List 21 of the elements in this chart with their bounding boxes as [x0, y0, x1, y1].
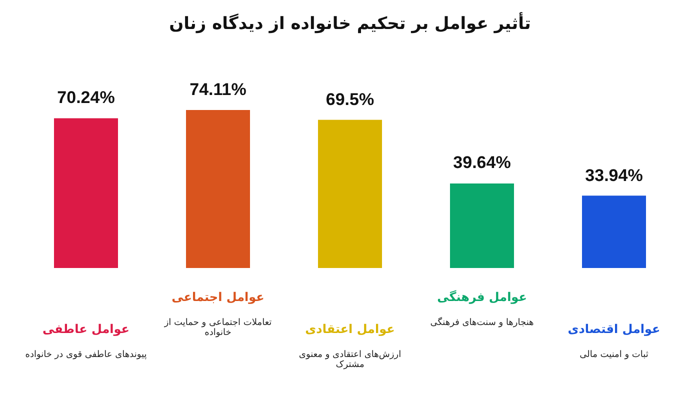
bar [582, 196, 646, 268]
chart-title: تأثیر عوامل بر تحکیم خانواده از دیدگاه زنان [169, 14, 531, 34]
bar [54, 118, 118, 268]
bar [450, 183, 514, 268]
text: ثبات و امنیت مالی [578, 350, 650, 360]
text: ارزش‌های اعتقادی و معنوی مشترک [298, 350, 402, 370]
text: تعاملات اجتماعی و حمایت از خانواده [163, 318, 273, 338]
text: پیوندهای عاطفی قوی در خانواده [24, 350, 148, 360]
text: هنجارها و سنت‌های فرهنگی [429, 318, 535, 328]
data-label: 39.64% [453, 153, 511, 174]
x-tick-label: عوامل عاطفی [42, 322, 130, 336]
data-label: 70.24% [57, 88, 115, 108]
bar [186, 110, 250, 268]
x-tick-label: عوامل اقتصادی [568, 322, 660, 336]
data-label: 69.5% [326, 90, 374, 110]
bar [318, 120, 382, 268]
data-label: 74.11% [190, 80, 246, 100]
x-tick-label: عوامل فرهنگی [437, 290, 527, 304]
x-tick-label: عوامل اجتماعی [172, 290, 264, 304]
data-label: 33.94% [585, 166, 643, 186]
x-tick-label: عوامل اعتقادی [305, 322, 395, 336]
